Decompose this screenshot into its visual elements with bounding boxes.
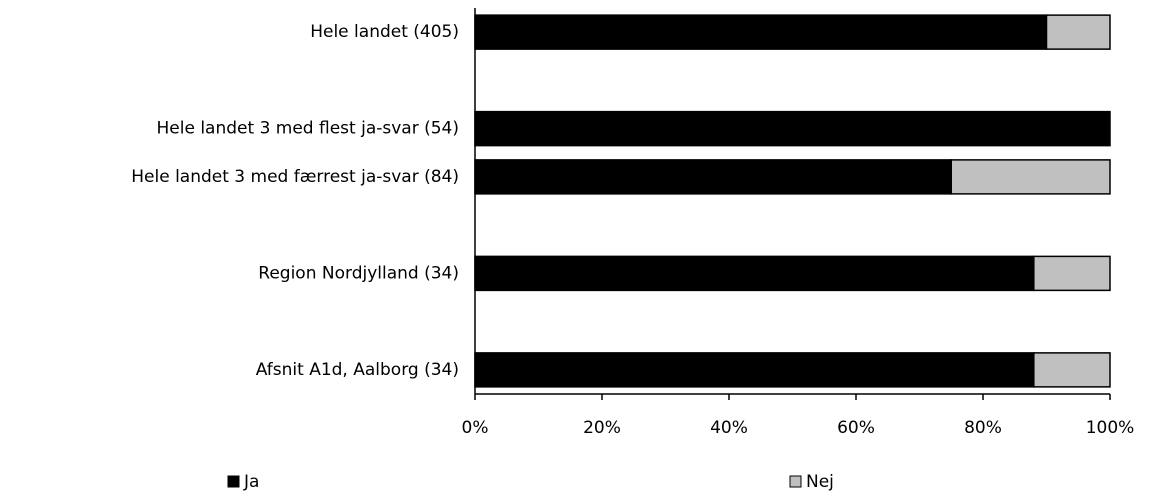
bar-segment (950, 159, 1111, 195)
bar-segment (474, 352, 1035, 388)
y-tick-label: Hele landet (405) (310, 22, 459, 42)
x-tick-label: 100% (1086, 418, 1135, 438)
legend-swatch (227, 475, 240, 488)
bar-segment (474, 255, 1035, 292)
bar-segment (474, 110, 1111, 147)
bar-segment (474, 159, 952, 195)
bar-segment (1033, 255, 1111, 292)
bar-segment (1045, 14, 1111, 50)
y-tick-label: Afsnit A1d, Aalborg (34) (256, 360, 459, 380)
x-tick-label: 40% (710, 418, 748, 438)
x-tick-label: 80% (964, 418, 1002, 438)
y-tick-label: Hele landet 3 med færrest ja-svar (84) (131, 167, 459, 187)
x-tick-label: 0% (462, 418, 489, 438)
y-tick-label: Region Nordjylland (34) (258, 263, 459, 283)
bar-segment (1033, 352, 1111, 388)
bar-segment (474, 14, 1048, 50)
x-tick-label: 60% (837, 418, 875, 438)
y-tick-label: Hele landet 3 med flest ja-svar (54) (157, 119, 460, 139)
legend-swatch (789, 475, 802, 488)
legend-label: Ja (243, 472, 259, 492)
x-tick-label: 20% (583, 418, 621, 438)
legend-label: Nej (806, 472, 834, 492)
